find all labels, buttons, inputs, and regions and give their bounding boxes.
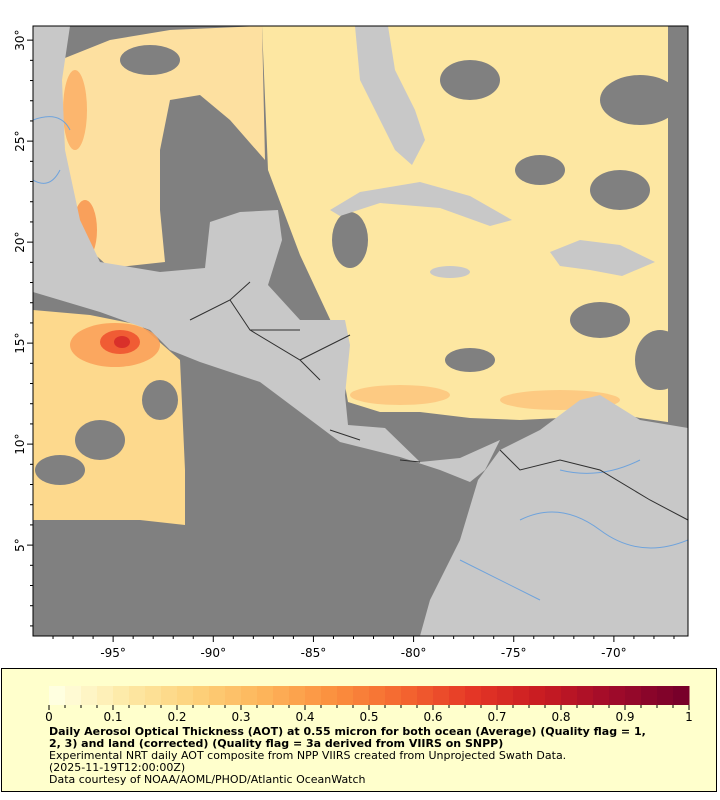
colorbar-step <box>433 686 450 705</box>
colorbar-step <box>97 686 114 705</box>
rivers <box>33 116 688 601</box>
credit: Data courtesy of NOAA/AOML/PHOD/Atlantic… <box>49 773 366 786</box>
colorbar-step <box>305 686 322 705</box>
colorbar-step <box>49 686 66 705</box>
colorbar-step <box>337 686 354 705</box>
jamaica <box>430 266 470 278</box>
y-tick-label: 10° <box>13 433 27 454</box>
colorbar-step <box>465 686 482 705</box>
colorbar-step <box>529 686 546 705</box>
colorbar-step <box>113 686 130 705</box>
colorbar-step <box>497 686 514 705</box>
south-america <box>420 395 688 636</box>
x-tick-label: -80° <box>401 646 427 660</box>
island <box>577 428 593 452</box>
cuba <box>330 182 512 226</box>
colorbar-step <box>177 686 194 705</box>
colorbar-step <box>577 686 594 705</box>
hispaniola <box>550 240 655 276</box>
colorbar-label: 0 <box>45 710 53 724</box>
colorbar-step <box>385 686 402 705</box>
map-frame <box>32 25 689 637</box>
colorbar-step <box>609 686 626 705</box>
colorbar-step <box>625 686 642 705</box>
colorbar-label: 0.8 <box>551 710 570 724</box>
colorbar-step <box>401 686 418 705</box>
colorbar-label: 0.3 <box>231 710 250 724</box>
colorbar-step <box>673 686 690 705</box>
colorbar-step <box>513 686 530 705</box>
colorbar-step <box>161 686 178 705</box>
colorbar-step <box>353 686 370 705</box>
no-data-patches <box>35 26 688 485</box>
colorbar-step <box>289 686 306 705</box>
colorbar-step <box>129 686 146 705</box>
y-tick-label: 5° <box>13 538 27 552</box>
colorbar-step <box>273 686 290 705</box>
legend-panel: 0 0.1 0.2 0.3 0.4 0.5 0.6 0.7 0.8 0.9 1 Daily Aero… <box>1 668 717 792</box>
x-tick-label: -85° <box>301 646 327 660</box>
x-tick-label: -75° <box>501 646 527 660</box>
colorbar-step <box>257 686 274 705</box>
title-line-1: Daily Aerosol Optical Thickness (AOT) at… <box>49 725 646 738</box>
colorbar-step <box>657 686 674 705</box>
y-tick-label: 25° <box>13 130 27 151</box>
legend-title: Daily Aerosol Optical Thickness (AOT) at… <box>49 726 689 750</box>
y-tick-label: 15° <box>13 332 27 353</box>
x-tick-label: -70° <box>601 646 627 660</box>
colorbar-step <box>641 686 658 705</box>
colorbar-label: 0.2 <box>167 710 186 724</box>
colorbar-step <box>145 686 162 705</box>
colorbar-step <box>209 686 226 705</box>
description: Experimental NRT daily AOT composite fro… <box>49 749 567 762</box>
florida <box>355 26 425 165</box>
colorbar-step <box>225 686 242 705</box>
colorbar-label: 0.9 <box>615 710 634 724</box>
y-tick-label: 20° <box>13 231 27 252</box>
colorbar-step <box>593 686 610 705</box>
colorbar-step <box>193 686 210 705</box>
aot-map: -95° -90° -85° -80° -75° -70° 30° 25° 20° 15° 10°… <box>13 25 689 660</box>
colorbar-step <box>481 686 498 705</box>
colorbar-step <box>449 686 466 705</box>
colorbar-label: 0.7 <box>487 710 506 724</box>
colorbar-label: 0.1 <box>103 710 122 724</box>
colorbar-step <box>65 686 82 705</box>
mexico-central-america <box>33 26 500 482</box>
x-tick-label: -95° <box>100 646 126 660</box>
y-tick-label: 30° <box>13 29 27 50</box>
land <box>33 26 688 636</box>
colorbar-step <box>321 686 338 705</box>
colorbar-step <box>561 686 578 705</box>
colorbar-step <box>81 686 98 705</box>
colorbar-label: 0.5 <box>359 710 378 724</box>
x-axis: -95° -90° -85° -80° -75° -70° <box>52 636 675 660</box>
colorbar-step <box>545 686 562 705</box>
colorbar-label: 0.4 <box>295 710 314 724</box>
timestamp: (2025-11-19T12:00:00Z) <box>49 761 186 774</box>
colorbar-step <box>369 686 386 705</box>
colorbar-label: 0.6 <box>423 710 442 724</box>
colorbar-step <box>241 686 258 705</box>
colorbar: 0 0.1 0.2 0.3 0.4 0.5 0.6 0.7 0.8 0.9 1 <box>45 686 693 724</box>
colorbar-step <box>417 686 434 705</box>
x-tick-label: -90° <box>200 646 226 660</box>
country-borders <box>189 281 688 521</box>
colorbar-label: 1 <box>685 710 693 724</box>
y-axis: 30° 25° 20° 15° 10° 5° <box>13 29 33 627</box>
title-line-2: 2, 3) and land (corrected) (Quality flag… <box>49 737 504 750</box>
